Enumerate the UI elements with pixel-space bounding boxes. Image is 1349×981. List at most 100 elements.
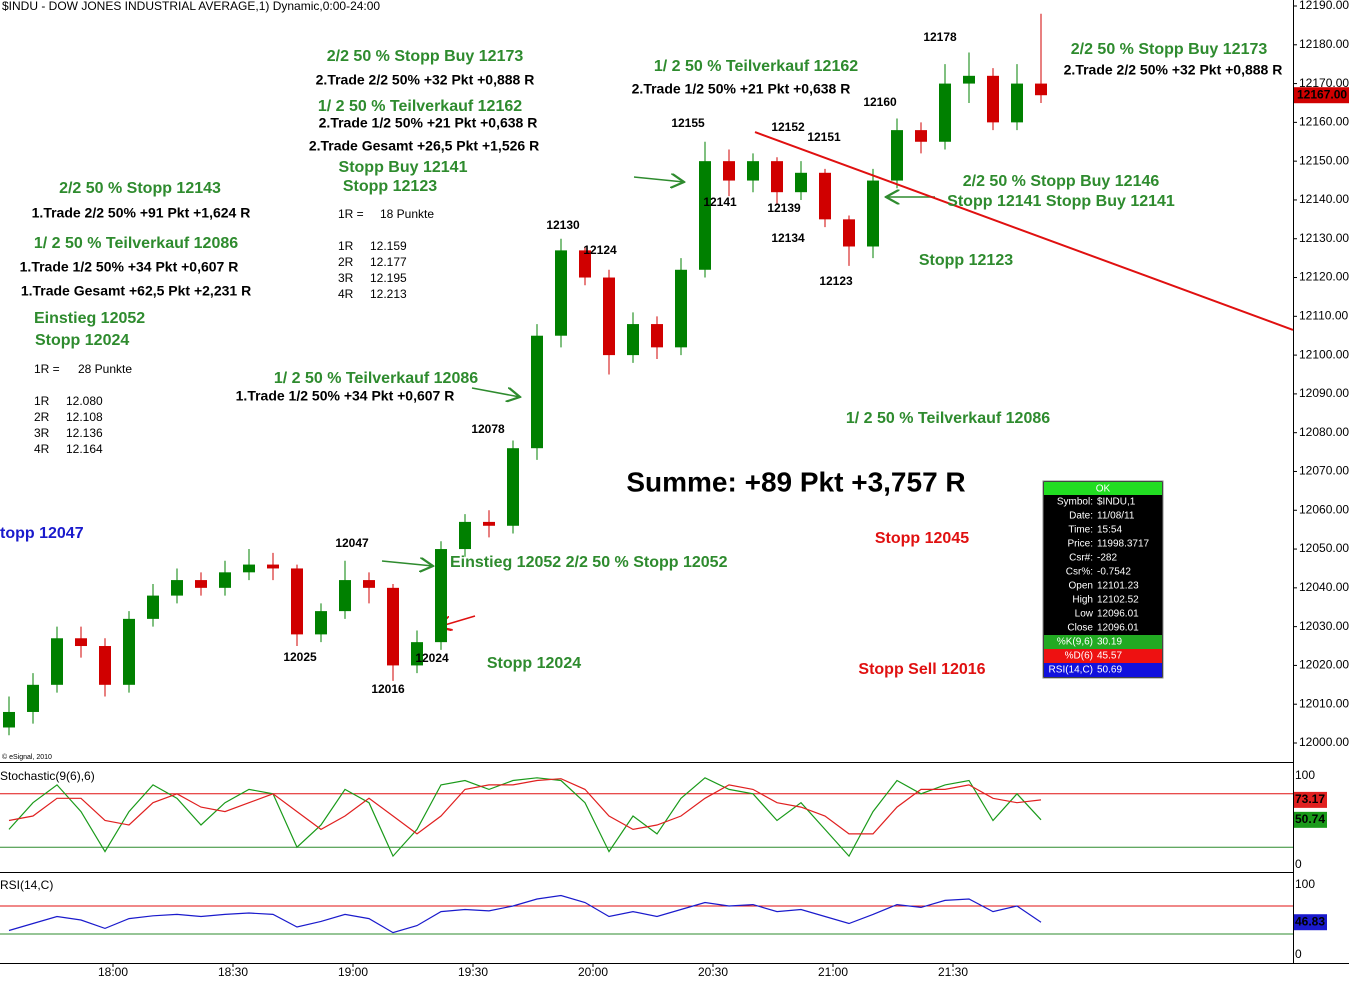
panel-title: Stochastic(9(6),6) (0, 769, 95, 783)
candle-body (3, 711, 15, 728)
candle-body (459, 521, 471, 550)
candle-body (147, 595, 159, 619)
data-window-label: Open (1069, 581, 1093, 592)
annotation: 1.Trade 1/2 50% +34 Pkt +0,607 R (236, 388, 455, 404)
annotation: 1R (338, 239, 354, 253)
candle-body (555, 250, 567, 336)
annotation: Stopp 12123 (343, 178, 437, 195)
annotation: 18 Punkte (380, 207, 434, 221)
candle-body (627, 324, 639, 356)
data-window-value: -0.7542 (1097, 567, 1131, 578)
annotation: Einstieg 12052 (34, 310, 145, 327)
data-window-label: %K(9,6) (1057, 637, 1093, 648)
data-window-label: Low (1075, 609, 1094, 620)
panel-title: RSI(14,C) (0, 878, 53, 892)
y-tick-label: 12130.00 (1299, 231, 1349, 245)
candle-body (939, 83, 951, 142)
annotation: 2R (34, 410, 50, 424)
data-window-value: 45.57 (1097, 651, 1122, 662)
y-tick-label: 100 (1295, 768, 1315, 782)
annotation: 3R (34, 426, 50, 440)
annotation: 12024 (415, 651, 449, 665)
annotation: 12155 (671, 116, 705, 130)
arrow (381, 561, 433, 566)
data-window-value: 12096.01 (1097, 623, 1139, 634)
candle-body (867, 180, 879, 247)
annotation: 2/2 50 % Stopp Buy 12146 (963, 173, 1160, 190)
y-tick-label: 100 (1295, 877, 1315, 891)
candle-body (699, 161, 711, 270)
y-tick-label: 12030.00 (1299, 619, 1349, 633)
data-window-value: 12102.52 (1097, 595, 1139, 606)
data-window-label: Price: (1067, 539, 1093, 550)
data-window-value: 30.19 (1097, 637, 1122, 648)
annotation: topp 12047 (0, 525, 84, 542)
data-window-label: Csr%: (1066, 567, 1093, 578)
annotation: 12.195 (370, 271, 407, 285)
x-tick-label: 20:30 (698, 965, 728, 979)
annotation: 12.164 (66, 442, 103, 456)
candle-body (171, 580, 183, 596)
annotation: 12139 (767, 201, 801, 215)
trendline (754, 131, 1294, 331)
annotation: 4R (338, 287, 354, 301)
data-window-value: 12101.23 (1097, 581, 1139, 592)
annotation: 1/ 2 50 % Teilverkauf 12086 (274, 370, 478, 387)
annotation: Einstieg 12052 2/2 50 % Stopp 12052 (450, 554, 728, 571)
y-tick-label: 12180.00 (1299, 37, 1349, 51)
y-tick-label: 12120.00 (1299, 270, 1349, 284)
data-window-label: High (1072, 595, 1093, 606)
x-tick-label: 18:00 (98, 965, 128, 979)
data-window-value: -282 (1097, 553, 1117, 564)
annotation: 2/2 50 % Stopp Buy 12173 (1071, 41, 1268, 58)
candle-body (291, 568, 303, 635)
line-series (8, 778, 1042, 835)
annotation: 2/2 50 % Stopp 12143 (59, 180, 221, 197)
candle-body (411, 642, 423, 666)
data-window-value: 50.69 (1097, 665, 1122, 676)
y-tick-label: 12150.00 (1299, 153, 1349, 167)
x-tick-label: 21:30 (938, 965, 968, 979)
annotation: Stopp 12123 (919, 252, 1013, 269)
candle-body (795, 172, 807, 193)
x-tick-label: 18:30 (218, 965, 248, 979)
annotation: 12.108 (66, 410, 103, 424)
candle-body (195, 580, 207, 588)
annotation: 12.159 (370, 239, 407, 253)
last-price-label: 12167.00 (1297, 87, 1347, 101)
data-window-title: OK (1096, 484, 1111, 495)
annotation: 2.Trade 2/2 50% +32 Pkt +0,888 R (316, 72, 535, 88)
data-window-header (1044, 482, 1162, 495)
annotation: 1R (34, 394, 50, 408)
y-tick-label: 12050.00 (1299, 541, 1349, 555)
annotation: 28 Punkte (78, 362, 132, 376)
y-tick-label: 12090.00 (1299, 386, 1349, 400)
candle-body (915, 130, 927, 142)
annotation: 12151 (807, 130, 841, 144)
candle-body (99, 646, 111, 685)
candle-body (819, 172, 831, 220)
data-window-label: Time: (1068, 525, 1093, 536)
data-window-value: 15:54 (1097, 525, 1122, 536)
y-tick-label: 12110.00 (1299, 308, 1348, 322)
candle-body (219, 572, 231, 588)
data-window-label: Symbol: (1057, 497, 1093, 508)
candle-body (435, 549, 447, 643)
annotation: 12.213 (370, 287, 407, 301)
y-tick-label: 0 (1295, 947, 1302, 961)
annotation: 12.136 (66, 426, 103, 440)
y-tick-label: 12190.00 (1299, 0, 1349, 12)
annotation: Stopp 12024 (35, 332, 129, 349)
candle-body (843, 219, 855, 247)
line-series (8, 777, 1042, 858)
x-tick-label: 19:00 (338, 965, 368, 979)
y-tick-label: 12140.00 (1299, 192, 1349, 206)
data-window-value: 11998.3717 (1097, 539, 1150, 550)
last-price-box (1294, 87, 1349, 104)
annotation: 12078 (471, 422, 505, 436)
candle-body (123, 618, 135, 685)
data-window-label: Date: (1069, 511, 1093, 522)
annotation: Stopp 12024 (487, 655, 581, 672)
annotation: 12025 (283, 650, 317, 664)
